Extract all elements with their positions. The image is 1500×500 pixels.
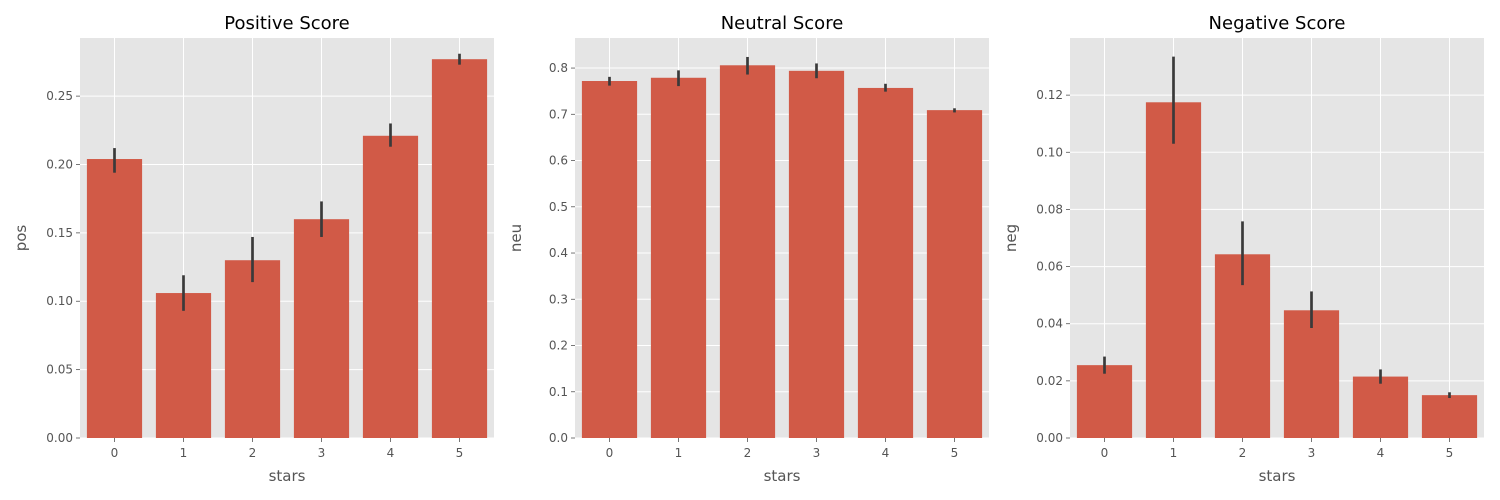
x-tick-label: 3 [813, 446, 821, 460]
x-tick-label: 4 [1377, 446, 1385, 460]
x-tick-label: 5 [1446, 446, 1454, 460]
y-axis-label: neu [507, 224, 525, 252]
bar-3 [1283, 310, 1340, 438]
bar-0 [86, 159, 143, 438]
y-tick-label: 0.00 [46, 431, 73, 445]
x-tick-label: 5 [951, 446, 959, 460]
y-tick-label: 0.10 [1036, 145, 1063, 159]
bar-1 [155, 293, 212, 438]
x-tick-label: 1 [180, 446, 188, 460]
bar-3 [788, 70, 845, 438]
bar-1 [1145, 102, 1202, 439]
x-tick-label: 4 [882, 446, 890, 460]
plot-background [80, 38, 494, 438]
bar-3 [293, 219, 350, 438]
x-tick-label: 2 [1239, 446, 1247, 460]
y-tick-label: 0.02 [1036, 374, 1063, 388]
y-tick-label: 0.00 [1036, 431, 1063, 445]
bar-1 [650, 77, 707, 438]
y-tick-label: 0.0 [549, 431, 568, 445]
y-tick-label: 0.12 [1036, 88, 1063, 102]
y-tick-label: 0.6 [549, 154, 568, 168]
bar-4 [857, 87, 914, 438]
x-tick-label: 3 [1308, 446, 1316, 460]
bar-4 [362, 135, 419, 438]
y-tick-label: 0.5 [549, 200, 568, 214]
y-tick-label: 0.3 [549, 292, 568, 306]
x-tick-label: 4 [387, 446, 395, 460]
y-tick-label: 0.15 [46, 226, 73, 240]
bar-5 [431, 59, 488, 438]
bar-0 [1076, 365, 1133, 438]
bar-4 [1352, 376, 1409, 438]
y-tick-label: 0.06 [1036, 260, 1063, 274]
y-axis-label: pos [12, 225, 30, 252]
bar-2 [224, 260, 281, 438]
y-tick-label: 0.8 [549, 61, 568, 75]
chart-title: Positive Score [224, 13, 350, 34]
x-axis-label: stars [269, 467, 306, 485]
bar-5 [926, 110, 983, 438]
chart-title: Neutral Score [721, 13, 844, 34]
y-tick-label: 0.4 [549, 246, 568, 260]
plot-background [575, 38, 989, 438]
x-tick-label: 2 [744, 446, 752, 460]
x-tick-label: 0 [606, 446, 614, 460]
bar-5 [1421, 395, 1478, 438]
chart-0: 0.00 0.05 0.10 0.15 0.20 0.25 0 1 2 3 4 5 Positive S… [12, 13, 494, 485]
plot-background [1070, 38, 1484, 438]
chart-1: 0.0 0.1 0.2 0.3 0.4 0.5 0.6 0.7 0.8 0 1 2 3 4 5 Neutral… [507, 13, 989, 485]
y-axis-label: neg [1002, 224, 1020, 252]
bar-2 [719, 65, 776, 438]
x-tick-label: 3 [318, 446, 326, 460]
y-tick-label: 0.25 [46, 89, 73, 103]
x-tick-label: 0 [1101, 446, 1109, 460]
x-tick-label: 2 [249, 446, 257, 460]
bar-0 [581, 81, 638, 438]
y-tick-label: 0.10 [46, 294, 73, 308]
x-tick-label: 1 [1170, 446, 1178, 460]
y-tick-label: 0.7 [549, 107, 568, 121]
y-tick-label: 0.20 [46, 157, 73, 171]
x-tick-label: 5 [456, 446, 464, 460]
x-tick-label: 1 [675, 446, 683, 460]
chart-2: 0.00 0.02 0.04 0.06 0.08 0.10 0.12 0 1 2 3 4 5 Negati… [1002, 13, 1484, 485]
y-tick-label: 0.05 [46, 363, 73, 377]
y-tick-label: 0.04 [1036, 317, 1063, 331]
x-tick-label: 0 [111, 446, 119, 460]
x-axis-label: stars [1259, 467, 1296, 485]
y-tick-label: 0.2 [549, 339, 568, 353]
y-tick-label: 0.1 [549, 385, 568, 399]
y-tick-label: 0.08 [1036, 202, 1063, 216]
chart-title: Negative Score [1209, 13, 1346, 34]
x-axis-label: stars [764, 467, 801, 485]
